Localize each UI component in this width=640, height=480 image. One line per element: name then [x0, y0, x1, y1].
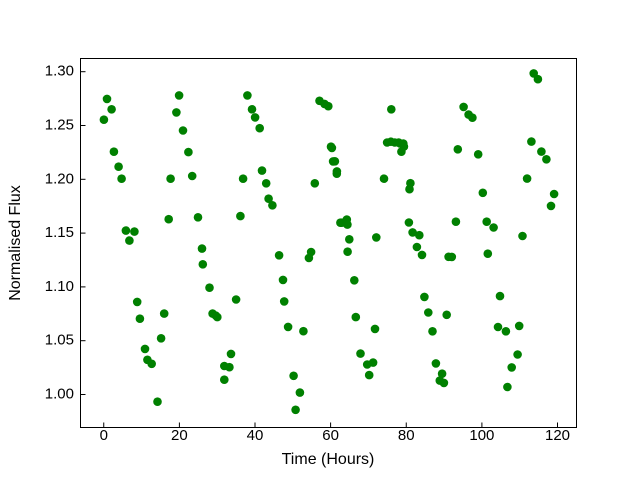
svg-text:100: 100 — [469, 427, 494, 444]
svg-text:1.25: 1.25 — [45, 117, 74, 134]
svg-text:40: 40 — [247, 427, 264, 444]
svg-text:1.00: 1.00 — [45, 386, 74, 403]
svg-text:120: 120 — [545, 427, 570, 444]
svg-text:20: 20 — [171, 427, 188, 444]
svg-text:0: 0 — [100, 427, 108, 444]
svg-text:Time (Hours): Time (Hours) — [282, 451, 375, 468]
svg-text:1.10: 1.10 — [45, 278, 74, 295]
svg-text:1.20: 1.20 — [45, 170, 74, 187]
svg-text:Normalised Flux: Normalised Flux — [7, 185, 24, 301]
svg-text:1.05: 1.05 — [45, 332, 74, 349]
svg-text:1.15: 1.15 — [45, 224, 74, 241]
svg-text:1.30: 1.30 — [45, 63, 74, 80]
svg-text:80: 80 — [398, 427, 415, 444]
svg-text:60: 60 — [322, 427, 339, 444]
